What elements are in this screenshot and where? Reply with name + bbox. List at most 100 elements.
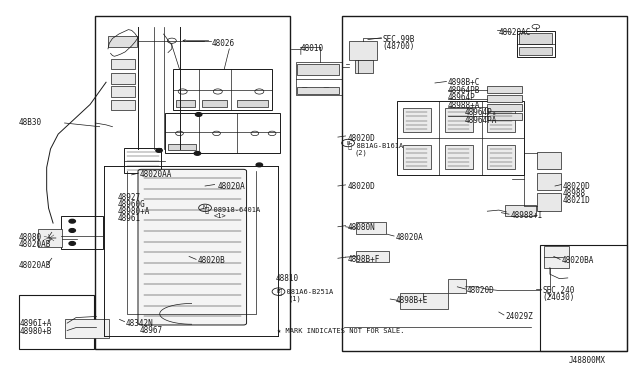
- Circle shape: [69, 219, 76, 223]
- Text: 4898B+F: 4898B+F: [348, 255, 380, 264]
- Bar: [19, 295, 94, 349]
- Text: (24030): (24030): [542, 294, 575, 302]
- Text: 48020AA: 48020AA: [140, 170, 172, 179]
- Text: 48026: 48026: [211, 39, 235, 48]
- Bar: [108, 36, 138, 46]
- Bar: [356, 222, 387, 234]
- Text: 48B30: 48B30: [19, 119, 42, 128]
- Text: 48020AC: 48020AC: [499, 28, 531, 37]
- Bar: [355, 60, 373, 73]
- Bar: [297, 64, 339, 75]
- FancyBboxPatch shape: [138, 169, 246, 325]
- Text: Ⓑ 081A6-B251A: Ⓑ 081A6-B251A: [278, 288, 333, 295]
- Circle shape: [195, 113, 202, 116]
- Bar: [445, 108, 473, 132]
- Bar: [168, 144, 196, 150]
- Bar: [397, 101, 524, 175]
- Text: 48020D: 48020D: [467, 286, 495, 295]
- Bar: [516, 31, 555, 57]
- Bar: [537, 173, 561, 190]
- Text: 48080: 48080: [19, 233, 42, 243]
- Bar: [543, 246, 569, 267]
- Text: (2): (2): [355, 150, 367, 156]
- Text: <1>: <1>: [214, 214, 227, 219]
- Text: 48020B: 48020B: [197, 256, 225, 265]
- Bar: [61, 216, 103, 249]
- Circle shape: [156, 148, 163, 152]
- Text: 48927: 48927: [118, 193, 141, 202]
- Text: 48021D: 48021D: [563, 196, 591, 205]
- Text: 48964Pₐ: 48964Pₐ: [465, 108, 497, 117]
- Text: 48020BA: 48020BA: [561, 256, 594, 265]
- Text: 4898B+C: 4898B+C: [448, 78, 480, 87]
- Text: 48980+B: 48980+B: [20, 327, 52, 336]
- Bar: [487, 113, 522, 120]
- Text: 48810: 48810: [275, 274, 298, 283]
- Bar: [38, 230, 62, 247]
- Text: 48020D: 48020D: [348, 182, 376, 191]
- Bar: [176, 100, 195, 108]
- Bar: [537, 151, 561, 169]
- Text: B: B: [346, 141, 350, 145]
- Text: (48700): (48700): [383, 42, 415, 51]
- Text: 48020AB: 48020AB: [19, 240, 51, 250]
- Text: N: N: [203, 205, 207, 211]
- Bar: [124, 148, 161, 173]
- Text: 24029Z: 24029Z: [505, 312, 533, 321]
- Bar: [173, 69, 272, 110]
- Bar: [519, 46, 552, 55]
- Text: Ⓑ 8B1AG-B161A: Ⓑ 8B1AG-B161A: [348, 143, 403, 149]
- Text: 48988: 48988: [563, 189, 586, 198]
- Text: 48010: 48010: [301, 44, 324, 53]
- Bar: [445, 145, 473, 169]
- Text: 48988+I: 48988+I: [510, 211, 543, 220]
- Text: (1): (1): [289, 295, 301, 302]
- Bar: [297, 87, 339, 94]
- Bar: [487, 145, 515, 169]
- Circle shape: [256, 163, 262, 167]
- Bar: [111, 86, 135, 97]
- Text: 48960G: 48960G: [118, 201, 145, 209]
- Text: 48020D: 48020D: [348, 134, 376, 143]
- Text: 48342N: 48342N: [126, 319, 154, 328]
- Bar: [403, 108, 431, 132]
- Circle shape: [69, 229, 76, 232]
- Text: 48020D: 48020D: [563, 182, 591, 190]
- Text: 48988+A: 48988+A: [448, 101, 480, 110]
- Bar: [519, 33, 552, 44]
- Text: 48020A: 48020A: [218, 182, 246, 190]
- Bar: [487, 95, 522, 102]
- Bar: [400, 294, 448, 309]
- Bar: [95, 16, 290, 349]
- Bar: [403, 145, 431, 169]
- Bar: [342, 16, 627, 351]
- Text: 4898B+E: 4898B+E: [396, 296, 428, 305]
- Text: 48964PB: 48964PB: [448, 86, 480, 95]
- Text: B: B: [276, 289, 280, 294]
- Text: J48800MX: J48800MX: [569, 356, 606, 365]
- Circle shape: [69, 241, 76, 245]
- Text: 48080N: 48080N: [348, 223, 376, 232]
- Bar: [448, 279, 466, 294]
- Bar: [505, 205, 536, 217]
- Text: SEC.99B: SEC.99B: [383, 35, 415, 44]
- Bar: [349, 41, 378, 60]
- Text: 48020AB: 48020AB: [19, 261, 51, 270]
- Text: 4896I+A: 4896I+A: [20, 320, 52, 328]
- Bar: [540, 245, 627, 351]
- Text: 48967: 48967: [140, 326, 163, 335]
- Bar: [111, 73, 135, 84]
- Bar: [202, 100, 227, 108]
- Bar: [296, 62, 342, 95]
- Bar: [487, 104, 522, 111]
- Bar: [487, 108, 515, 132]
- Text: 48964PA: 48964PA: [465, 116, 497, 125]
- Bar: [356, 251, 389, 262]
- Bar: [537, 193, 561, 211]
- Bar: [166, 113, 280, 153]
- Bar: [111, 58, 135, 69]
- Bar: [111, 100, 135, 110]
- Text: 48961: 48961: [118, 215, 141, 224]
- Text: 48980+A: 48980+A: [118, 208, 150, 217]
- Text: ★ MARK INDICATES NOT FOR SALE.: ★ MARK INDICATES NOT FOR SALE.: [276, 328, 404, 334]
